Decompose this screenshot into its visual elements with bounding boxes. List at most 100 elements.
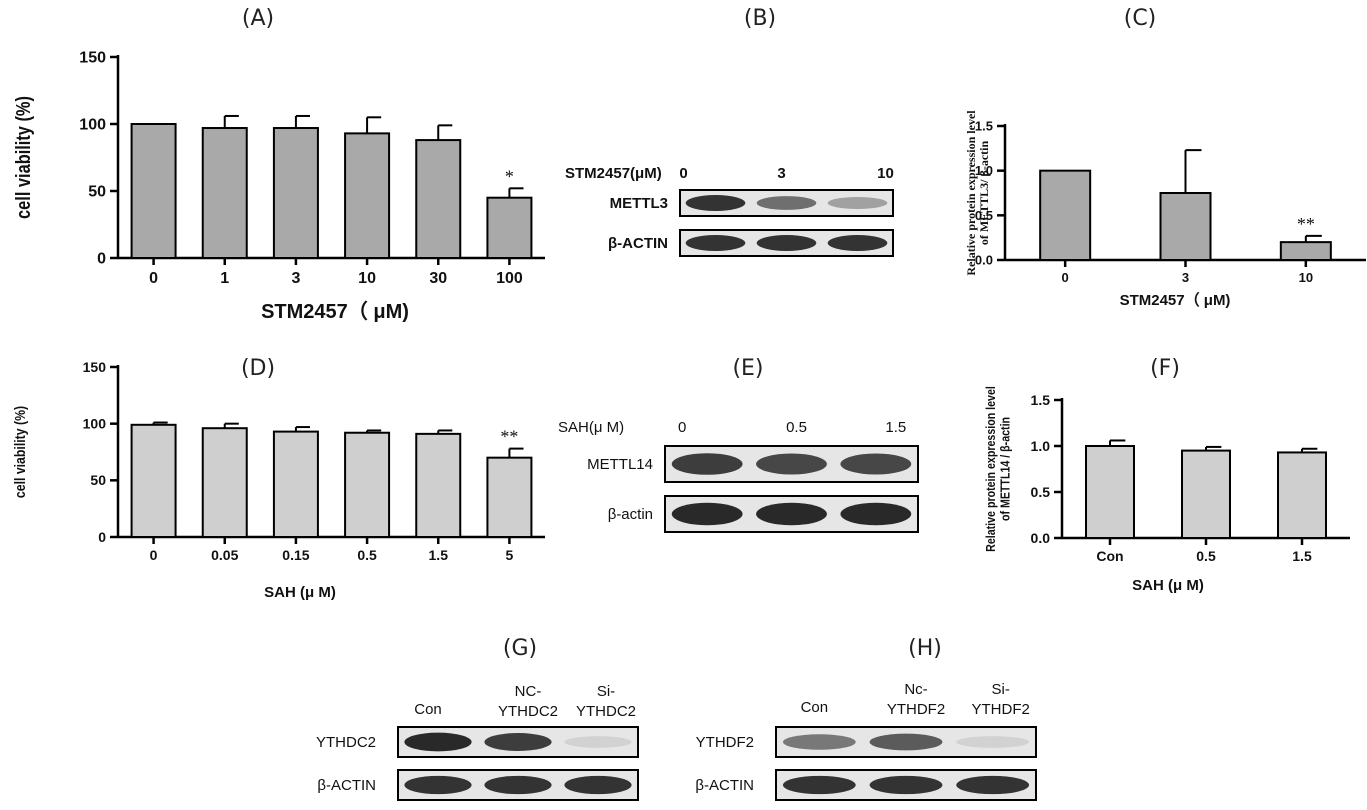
protein-band <box>756 453 827 475</box>
lane-label: Con <box>801 699 829 716</box>
row-label: β-ACTIN <box>608 235 668 252</box>
bar <box>486 196 533 259</box>
western-blot-e: 0 0.5 1.5 SAH(μ M) METTL14 β-actin <box>558 419 919 533</box>
protein-band <box>869 733 943 751</box>
lane-label-line: YTHDF2 <box>887 701 945 718</box>
protein-band <box>782 775 856 795</box>
significance-marker: * <box>505 166 514 186</box>
western-blot-h: Con Nc- YTHDF2 Si- YTHDF2 YTHDF2 β-ACTIN <box>695 681 1037 801</box>
protein-band <box>840 502 912 526</box>
lane-label-line: 0 <box>679 165 687 182</box>
y-tick-label: 1.5 <box>1031 392 1051 408</box>
panel-label-b: (B) <box>744 6 776 31</box>
y-tick-label: 0.0 <box>975 253 993 268</box>
lane-label-line: YTHDC2 <box>498 703 558 720</box>
protein-band <box>564 736 632 748</box>
y-tick-label: 150 <box>83 359 107 375</box>
bar <box>272 127 319 259</box>
x-tick-label: 100 <box>496 270 523 287</box>
bar <box>344 431 391 539</box>
y-tick-label: 1.0 <box>975 163 993 178</box>
protein-band <box>782 734 856 750</box>
protein-band <box>840 453 912 475</box>
bar <box>1159 192 1212 261</box>
lane-label: Si- YTHDC2 <box>576 683 636 720</box>
lane-label-line: YTHDC2 <box>576 703 636 720</box>
x-tick-label: 10 <box>1299 270 1313 285</box>
chart-d-cell-viability-sah: 0 50 100 150 0 0.05 0.15 0.5 1.5 ** 5 SAH (μ M) cell… <box>12 359 545 601</box>
x-tick-label: 3 <box>1182 270 1189 285</box>
y-axis-title-line: cell viability (%) <box>11 96 34 219</box>
x-tick-label: 5 <box>506 547 514 563</box>
x-tick-label: 0.15 <box>282 547 309 563</box>
panel-label-c: (C) <box>1124 6 1157 31</box>
chart-a-cell-viability-stm2457: 0 50 100 150 0 1 3 10 30 * 100 STM2457（ μM) cell via… <box>11 50 545 323</box>
protein-band <box>484 775 552 795</box>
x-tick-label: 3 <box>291 270 300 287</box>
x-tick-label: 1 <box>220 270 229 287</box>
lane-label-line: Con <box>801 699 829 716</box>
lane-label: 3 <box>777 165 785 182</box>
chart-f-mettl14-expression: 0.0 0.5 1.0 1.5 Con 0.5 1.5 SAH (μ M) Relative p… <box>983 386 1350 594</box>
bar <box>130 123 177 259</box>
lane-label-line: 10 <box>877 165 894 182</box>
lane-label: 0 <box>678 419 686 436</box>
y-axis-title-line: of METTL14 / β-actin <box>997 417 1012 521</box>
x-tick-label: 0.5 <box>357 547 377 563</box>
lane-label-line: Con <box>414 701 442 718</box>
bar <box>1277 451 1327 539</box>
lane-label-line: Si- <box>991 681 1009 698</box>
x-axis-title: SAH (μ M) <box>264 584 336 601</box>
panel-label-f: (F) <box>1150 356 1180 381</box>
bar <box>344 132 391 260</box>
bar <box>1039 169 1092 262</box>
y-tick-label: 0.5 <box>1031 484 1051 500</box>
bar <box>415 432 462 538</box>
row-label: METTL3 <box>610 195 668 212</box>
lane-label-line: YTHDF2 <box>971 701 1029 718</box>
protein-band <box>869 775 943 795</box>
y-axis-title: cell viability (%) <box>12 406 28 498</box>
panel-label-d: (D) <box>241 356 275 381</box>
y-axis-title-line: cell viability (%) <box>12 406 28 498</box>
y-tick-label: 50 <box>90 472 106 488</box>
panel-label-g: (G) <box>503 636 537 661</box>
bar <box>415 139 462 259</box>
y-tick-label: 0 <box>97 251 106 268</box>
lane-label-line: NC- <box>515 683 542 700</box>
bar <box>130 423 177 538</box>
treatment-label: STM2457(μM) <box>565 165 662 182</box>
x-tick-label: 0 <box>150 547 158 563</box>
panel-label-e: (E) <box>732 356 763 381</box>
lane-label: 0 <box>679 165 687 182</box>
y-tick-label: 0.5 <box>975 208 993 223</box>
y-axis-title-line: Relative protein expression level <box>983 386 998 552</box>
row-label: β-ACTIN <box>695 777 754 794</box>
x-tick-label: 0 <box>1062 270 1069 285</box>
x-tick-label: 30 <box>429 270 447 287</box>
protein-band <box>685 195 746 211</box>
lane-label: Con <box>414 701 442 718</box>
bar <box>272 430 319 539</box>
chart-c-mettl3-expression: 0.0 0.5 1.0 1.5 0 3 ** 10 STM2457（ μM) Relative p… <box>964 110 1366 309</box>
y-axis-title: cell viability (%) <box>11 96 34 219</box>
lane-label-line: Si- <box>597 683 615 700</box>
significance-marker: ** <box>500 427 518 447</box>
protein-band <box>956 775 1030 795</box>
y-tick-label: 50 <box>88 184 106 201</box>
bar <box>1279 241 1332 261</box>
y-tick-label: 0 <box>98 529 106 545</box>
y-axis-title-line: of METTL3/ β-actin <box>977 141 991 246</box>
western-blot-g: Con NC- YTHDC2 Si- YTHDC2 YTHDC2 β-ACTIN <box>316 683 639 801</box>
protein-band <box>827 197 888 209</box>
lane-label-line: 0.5 <box>786 419 807 436</box>
row-label: METTL14 <box>587 456 653 473</box>
protein-band <box>685 235 746 251</box>
x-tick-label: 0 <box>149 270 158 287</box>
western-blot-b: 0 3 10 STM2457(μM) METTL3 β-ACTIN <box>565 165 894 257</box>
bar <box>486 456 533 538</box>
x-axis-title: SAH (μ M) <box>1132 577 1204 594</box>
lane-label: NC- YTHDC2 <box>498 683 558 720</box>
lane-label-line: 1.5 <box>885 419 906 436</box>
lane-label-line: 3 <box>777 165 785 182</box>
